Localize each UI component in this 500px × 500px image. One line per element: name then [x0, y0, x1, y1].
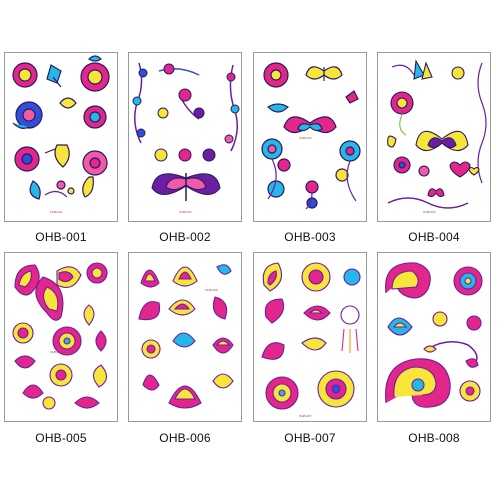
tattoo-sheet-ohb-005[interactable]: OHB-005	[4, 252, 118, 422]
tattoo-sheet-ohb-004[interactable]: OHB-004	[377, 52, 491, 222]
product-code-label: OHB-003	[284, 230, 336, 244]
product-code-label: OHB-007	[284, 431, 336, 445]
svg-text:OHB-007: OHB-007	[299, 414, 312, 418]
svg-text:OHB-005: OHB-005	[50, 350, 63, 354]
henna-paisley-tattoo-artwork: OHB-005	[12, 262, 108, 410]
tattoo-sheet-ohb-002[interactable]: OHB-002	[128, 52, 242, 222]
henna-lotus-tattoo-artwork: OHB-006	[138, 264, 234, 409]
svg-text:OHB-002: OHB-002	[179, 210, 192, 214]
rose-tattoo-artwork: OHB-001	[12, 55, 110, 214]
tattoo-sheet-ohb-001[interactable]: OHB-001	[4, 52, 118, 222]
svg-text:OHB-003: OHB-003	[299, 136, 312, 140]
henna-paisley-mandala-tattoo-artwork	[385, 262, 483, 408]
tattoo-sheet-ohb-008[interactable]	[377, 252, 491, 422]
svg-text:OHB-006: OHB-006	[205, 288, 218, 292]
tattoo-sheet-ohb-003[interactable]: OHB-003	[253, 52, 367, 222]
product-code-label: OHB-006	[159, 431, 211, 445]
product-code-label: OHB-002	[159, 230, 211, 244]
tattoo-sheet-ohb-007[interactable]: OHB-007	[253, 252, 367, 422]
butterfly-rose-tattoo-artwork: OHB-004	[387, 59, 487, 214]
product-code-label: OHB-001	[35, 230, 87, 244]
henna-mandala-tattoo-artwork: OHB-007	[261, 262, 361, 418]
rose-butterfly-tattoo-artwork: OHB-003	[261, 62, 361, 210]
svg-text:OHB-001: OHB-001	[50, 210, 63, 214]
svg-text:OHB-004: OHB-004	[423, 210, 436, 214]
vine-butterfly-tattoo-artwork: OHB-002	[132, 62, 240, 214]
product-code-label: OHB-005	[35, 431, 87, 445]
product-code-label: OHB-008	[408, 431, 460, 445]
tattoo-sheet-ohb-006[interactable]: OHB-006	[128, 252, 242, 422]
product-code-label: OHB-004	[408, 230, 460, 244]
